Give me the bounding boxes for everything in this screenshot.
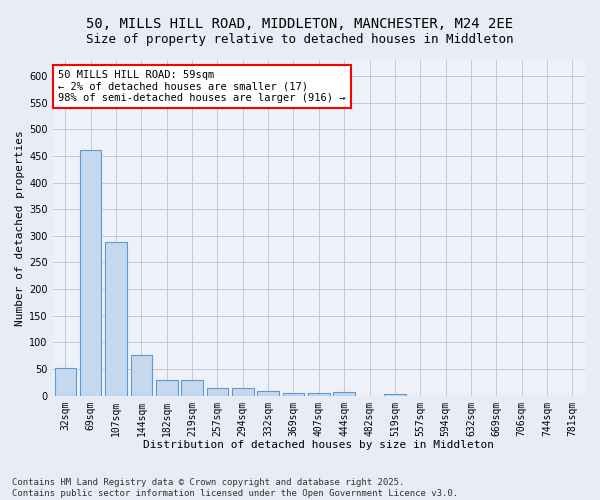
Bar [232, 388, 254, 396]
Y-axis label: Number of detached properties: Number of detached properties [15, 130, 25, 326]
Text: Size of property relative to detached houses in Middleton: Size of property relative to detached ho… [86, 32, 514, 46]
Bar [80, 150, 101, 396]
Text: Contains HM Land Registry data © Crown copyright and database right 2025.
Contai: Contains HM Land Registry data © Crown c… [12, 478, 458, 498]
Bar [206, 388, 228, 396]
Bar [181, 380, 203, 396]
X-axis label: Distribution of detached houses by size in Middleton: Distribution of detached houses by size … [143, 440, 494, 450]
Bar [156, 380, 178, 396]
Text: 50, MILLS HILL ROAD, MIDDLETON, MANCHESTER, M24 2EE: 50, MILLS HILL ROAD, MIDDLETON, MANCHEST… [86, 18, 514, 32]
Bar [384, 394, 406, 396]
Bar [131, 355, 152, 396]
Bar [334, 392, 355, 396]
Text: 50 MILLS HILL ROAD: 59sqm
← 2% of detached houses are smaller (17)
98% of semi-d: 50 MILLS HILL ROAD: 59sqm ← 2% of detach… [58, 70, 346, 103]
Bar [55, 368, 76, 396]
Bar [308, 393, 329, 396]
Bar [105, 242, 127, 396]
Bar [257, 392, 279, 396]
Bar [283, 393, 304, 396]
